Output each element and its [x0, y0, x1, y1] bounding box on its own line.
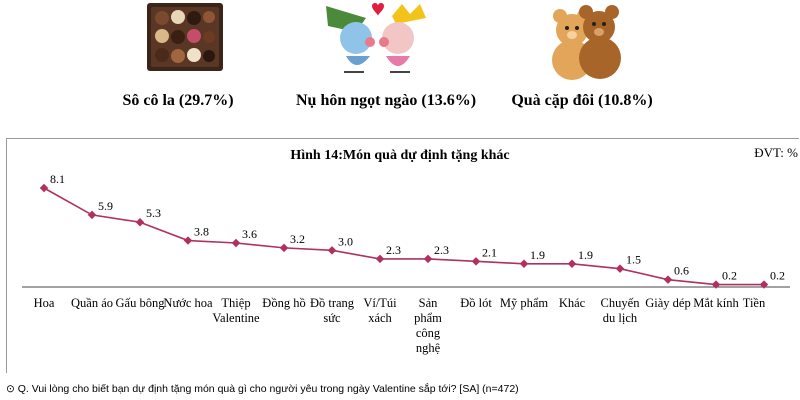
- gift-label-chocolate: Sô cô la (29.7%): [122, 92, 234, 109]
- gift-label-kiss: Nụ hôn ngọt ngào (13.6%): [295, 92, 477, 109]
- data-label: 3.8: [194, 225, 209, 239]
- data-point: [711, 280, 721, 289]
- category-label: Ví/Túi xách: [363, 296, 397, 325]
- category-label: Khác: [558, 296, 586, 310]
- category-label: Quần áo: [71, 296, 113, 310]
- data-point: [471, 257, 481, 266]
- category-label: Chuyến du lịch: [600, 296, 640, 325]
- data-label: 2.3: [386, 243, 401, 257]
- data-point: [231, 238, 241, 248]
- gift-label-couple-gift: Quà cặp đôi (10.8%): [511, 92, 653, 109]
- category-label: Sản phẩm công nghệ: [414, 296, 442, 355]
- data-label: 3.2: [290, 232, 305, 246]
- category-label: Thiệp Valentine: [212, 296, 260, 325]
- data-label: 8.1: [50, 172, 65, 186]
- data-point: [39, 183, 49, 193]
- data-label: 0.2: [722, 269, 737, 283]
- data-label: 5.9: [98, 199, 113, 213]
- data-point: [327, 246, 337, 255]
- data-point: [519, 259, 529, 269]
- data-label: 2.3: [434, 243, 449, 257]
- data-label: 0.6: [674, 264, 689, 278]
- category-label: Giày dép: [645, 296, 691, 310]
- chart-frame: [6, 138, 799, 373]
- data-point: [135, 217, 145, 227]
- category-label: Đồ lót: [460, 296, 492, 310]
- data-label: 5.3: [146, 206, 161, 220]
- data-label: 0.2: [770, 269, 785, 283]
- data-label: 3.6: [242, 227, 257, 241]
- data-point: [183, 236, 193, 245]
- category-label: Mỹ phẩm: [499, 296, 549, 310]
- data-point: [759, 280, 769, 289]
- series-line: [43, 187, 764, 286]
- survey-footnote: ⊙ Q. Vui lòng cho biết bạn dự định tặng …: [6, 383, 519, 395]
- data-point: [375, 254, 385, 264]
- unit-label: ĐVT: %: [754, 145, 798, 160]
- data-label: 3.0: [338, 234, 353, 248]
- category-label: Gấu bông: [115, 296, 165, 310]
- kiss-image: [318, 2, 440, 83]
- data-point: [423, 254, 433, 264]
- data-point: [279, 243, 289, 253]
- data-label: 2.1: [482, 245, 497, 259]
- category-label: Mắt kính: [693, 296, 739, 310]
- category-label: Nước hoa: [163, 296, 213, 310]
- category-label: Đồ trang sức: [309, 296, 355, 325]
- data-point: [567, 259, 577, 269]
- category-label: Tiền: [742, 296, 766, 310]
- data-label: 1.9: [578, 248, 593, 262]
- category-label: Đồng hồ: [262, 296, 306, 310]
- chocolate-box-image: [146, 2, 224, 77]
- data-label: 1.5: [626, 253, 641, 267]
- chart-title: Hình 14:Món quà dự định tặng khác: [290, 148, 510, 163]
- data-label: 1.9: [530, 248, 545, 262]
- data-point: [663, 275, 673, 284]
- data-point: [87, 210, 97, 220]
- category-label: Hoa: [33, 296, 55, 310]
- teddy-bears-image: [540, 2, 626, 87]
- data-point: [615, 264, 625, 273]
